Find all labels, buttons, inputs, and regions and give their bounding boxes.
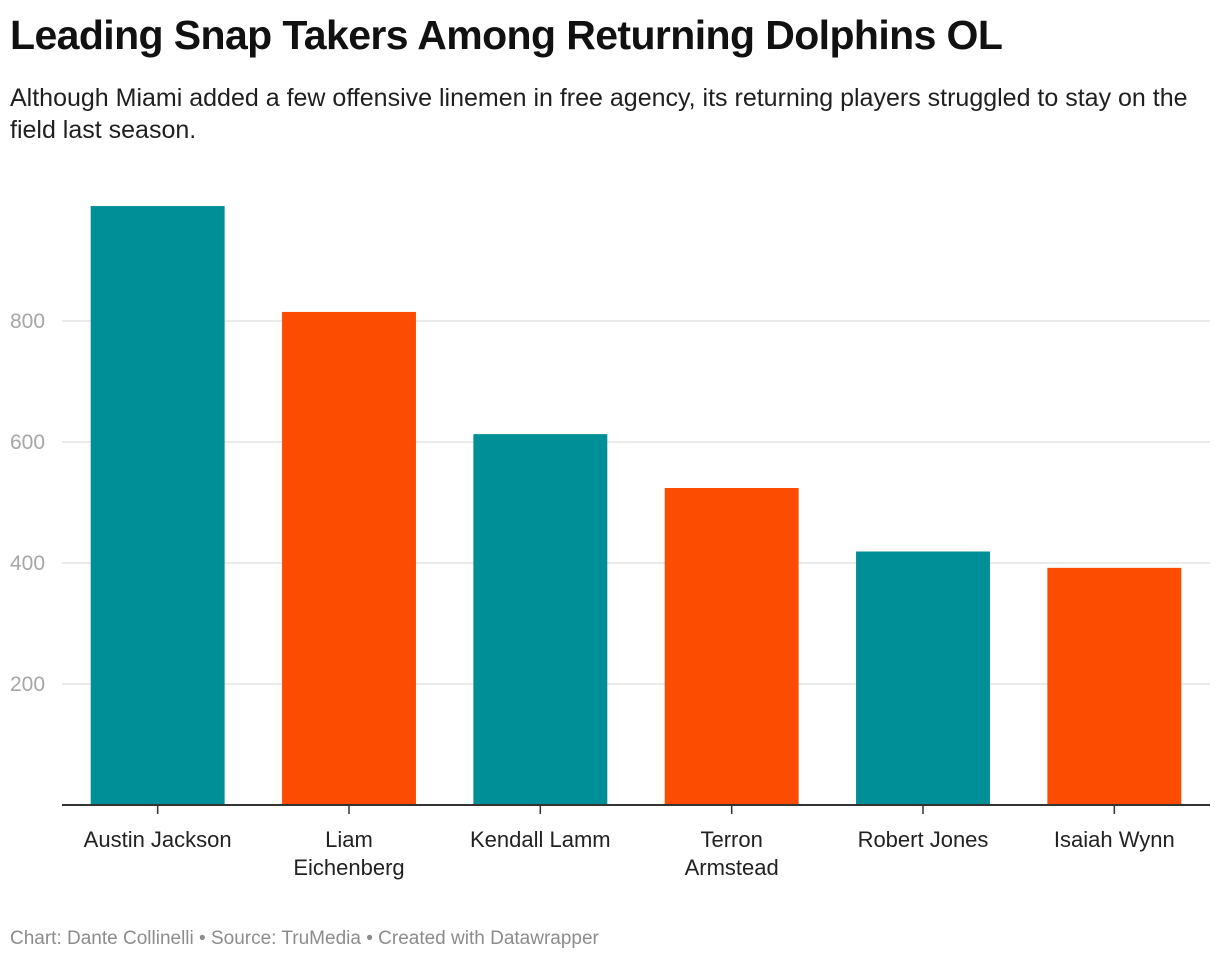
y-tick-label: 600 (10, 431, 45, 454)
x-tick-label-line: Robert Jones (858, 827, 989, 852)
x-tick-label: Kendall Lamm (470, 827, 611, 852)
bar (282, 311, 416, 805)
x-tick-label-line: Kendall Lamm (470, 827, 611, 852)
x-tick-label-line: Terron (700, 827, 762, 852)
bar (90, 206, 225, 806)
footer-credit: Chart: Dante Collinelli (10, 928, 194, 949)
x-tick-label-line: Eichenberg (293, 855, 404, 880)
x-axis-labels: Austin Jackson Liam Eichenberg Kendall Lamm… (84, 827, 1175, 880)
x-tick-label: Austin Jackson (84, 827, 232, 852)
bar (473, 434, 608, 805)
x-tick-label: Terron Armstead (685, 827, 779, 880)
bars (90, 206, 1182, 806)
x-tick-label: Robert Jones (858, 827, 989, 852)
chart-subtitle: Although Miami added a few offensive lin… (10, 84, 1188, 144)
chart-footer: Chart: Dante Collinelli • Source: TruMed… (10, 928, 599, 950)
bar (856, 551, 990, 805)
bar (664, 487, 799, 805)
bar (1047, 567, 1182, 805)
x-tick-label-line: Armstead (685, 855, 779, 880)
footer-separator: • (360, 928, 379, 949)
x-tick-label: Liam Eichenberg (293, 827, 404, 880)
x-tick-label-line: Liam (325, 827, 373, 852)
footer-tool: Created with Datawrapper (378, 928, 599, 949)
footer-separator: • (193, 928, 211, 949)
chart-title: Leading Snap Takers Among Returning Dolp… (10, 12, 1003, 58)
x-tick-label: Isaiah Wynn (1054, 827, 1175, 852)
x-tick-label-line: Isaiah Wynn (1054, 827, 1175, 852)
x-tick-label-line: Austin Jackson (84, 827, 232, 852)
x-axis (62, 804, 1210, 814)
y-axis-ticks: 200 400 600 800 (10, 310, 45, 696)
footer-source: Source: TruMedia (210, 928, 361, 949)
y-tick-label: 200 (10, 673, 45, 696)
gridlines (62, 320, 1210, 685)
y-tick-label: 800 (10, 310, 45, 333)
y-tick-label: 400 (10, 552, 45, 575)
